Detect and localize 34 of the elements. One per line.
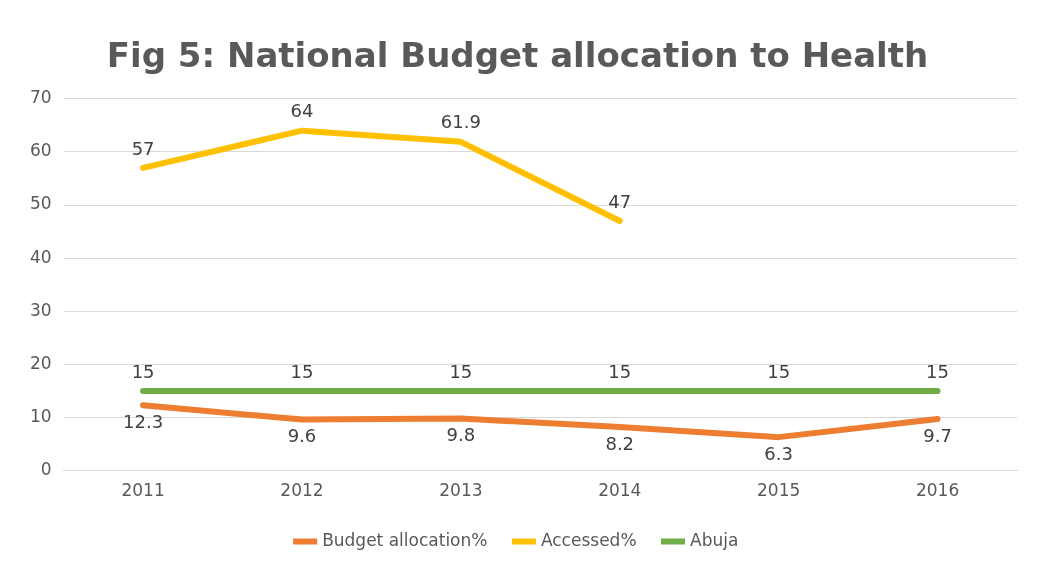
data-label: 9.7 (923, 424, 952, 446)
data-label: 15 (767, 360, 791, 382)
data-label: 61.9 (440, 111, 481, 133)
y-tick-label: 70 (29, 87, 52, 108)
y-tick-label: 50 (29, 193, 52, 214)
x-tick-label: 2013 (439, 480, 483, 501)
x-tick-label: 2016 (915, 480, 960, 501)
data-label: 8.2 (605, 432, 635, 454)
x-tick-label: 2011 (121, 480, 165, 501)
y-tick-label: 10 (29, 405, 52, 426)
data-label: 15 (290, 360, 314, 382)
x-tick-label: 2012 (280, 480, 324, 501)
legend-label: Accessed% (540, 529, 637, 550)
data-label: 64 (290, 100, 314, 122)
data-label: 12.3 (123, 410, 164, 432)
x-tick-label: 2014 (598, 480, 642, 501)
data-label: 15 (449, 360, 473, 382)
legend-label: Budget allocation% (322, 529, 488, 550)
y-tick-label: 20 (29, 352, 52, 373)
data-label: 15 (131, 360, 155, 382)
data-label: 15 (926, 360, 950, 382)
data-label: 9.8 (446, 424, 476, 446)
y-tick-label: 40 (29, 246, 52, 267)
data-label: 57 (131, 137, 155, 159)
chart-title: Fig 5: National Budget allocation to Health (106, 35, 929, 76)
data-label: 15 (608, 360, 632, 382)
data-label: 6.3 (764, 442, 793, 464)
x-tick-label: 2015 (757, 480, 801, 501)
y-tick-label: 0 (40, 459, 52, 480)
y-tick-label: 60 (29, 140, 52, 161)
data-label: 9.6 (287, 425, 317, 447)
data-label: 47 (608, 190, 632, 212)
legend-label: Abuja (690, 529, 739, 550)
y-tick-label: 30 (29, 299, 52, 320)
